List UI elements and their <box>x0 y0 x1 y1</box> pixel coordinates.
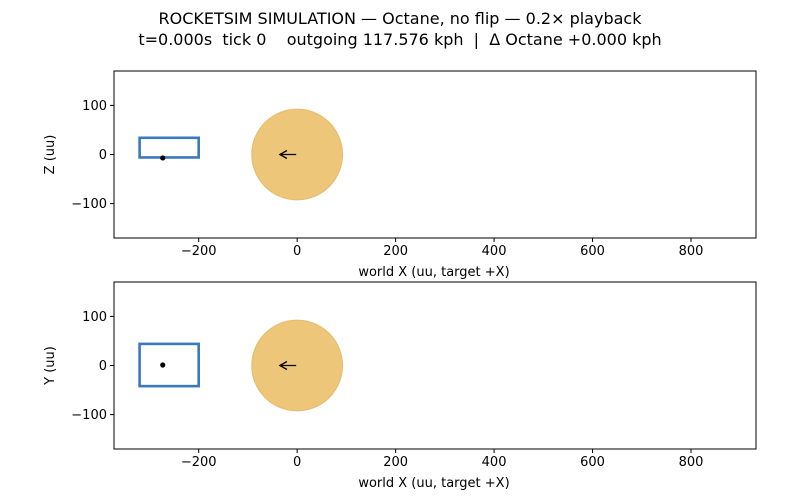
x-tick-label: −200 <box>181 244 217 259</box>
axes-frame <box>113 281 757 450</box>
y-axis-label: Z (uu) <box>43 135 58 175</box>
x-axis-label: world X (uu, target +X) <box>358 265 509 280</box>
x-tick-label: −200 <box>181 455 217 470</box>
ball-marker <box>251 319 344 412</box>
panel-side: −200 0 200 400 600 800 −100 0 100 world X (uu, ta… <box>43 70 757 280</box>
y-tick-label: 100 <box>82 310 107 325</box>
plot-area <box>138 319 344 412</box>
x-tick-label: 400 <box>482 244 507 259</box>
figure-title-line1: ROCKETSIM SIMULATION — Octane, no flip —… <box>158 9 642 28</box>
figure-title-line2: t=0.000s tick 0 outgoing 117.576 kph | Δ… <box>138 30 662 49</box>
x-tick-label: 400 <box>482 455 507 470</box>
car-origin-point <box>160 155 166 161</box>
ball-marker <box>251 108 344 201</box>
panel-top: −200 0 200 400 600 800 −100 0 100 world X (uu, ta… <box>43 281 757 491</box>
y-tick-label: −100 <box>71 197 107 212</box>
y-tick-label: −100 <box>71 408 107 423</box>
x-tick-label: 0 <box>293 455 301 470</box>
ball-velocity-arrowhead <box>278 149 288 160</box>
car-origin-point <box>160 362 166 368</box>
x-axis-label: world X (uu, target +X) <box>358 476 509 491</box>
x-tick-label: 800 <box>679 244 704 259</box>
car-hitbox <box>138 136 200 159</box>
figure-title: ROCKETSIM SIMULATION — Octane, no flip —… <box>0 8 800 50</box>
y-tick-label: 0 <box>99 359 107 374</box>
axes-frame <box>113 70 757 239</box>
x-tick-label: 0 <box>293 244 301 259</box>
plot-area <box>138 108 344 201</box>
y-tick-label: 0 <box>99 148 107 163</box>
y-tick-label: 100 <box>82 99 107 114</box>
x-tick-label: 800 <box>679 455 704 470</box>
x-tick-label: 200 <box>383 455 408 470</box>
x-tick-label: 600 <box>580 455 605 470</box>
car-hitbox <box>138 342 200 388</box>
x-tick-label: 600 <box>580 244 605 259</box>
ball-velocity-arrowhead <box>278 360 288 371</box>
y-axis-label: Y (uu) <box>43 346 58 386</box>
x-tick-label: 200 <box>383 244 408 259</box>
